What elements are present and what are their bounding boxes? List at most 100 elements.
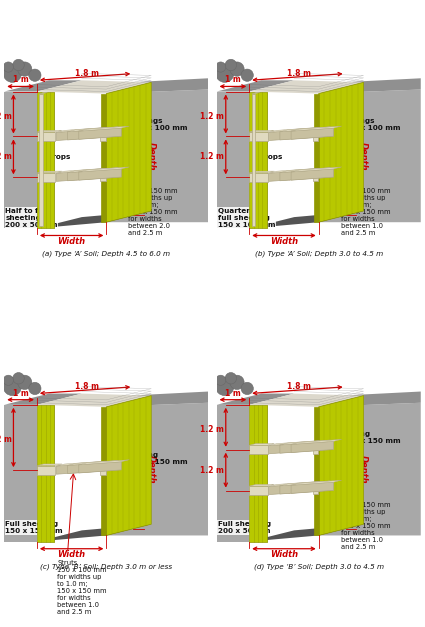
Polygon shape (4, 92, 37, 228)
Text: Waling
225 x 150 mm: Waling 225 x 150 mm (130, 451, 188, 465)
Polygon shape (217, 80, 294, 92)
Polygon shape (319, 82, 363, 222)
Text: Waling
250 x 150 mm: Waling 250 x 150 mm (343, 431, 400, 445)
Polygon shape (312, 445, 318, 454)
Circle shape (230, 375, 244, 389)
Text: (a) Type ‘A’ Soil; Depth 4.5 to 6.0 m: (a) Type ‘A’ Soil; Depth 4.5 to 6.0 m (42, 250, 170, 257)
Polygon shape (37, 211, 151, 228)
Polygon shape (217, 405, 249, 542)
Text: Width: Width (57, 237, 86, 246)
Text: 1 m: 1 m (13, 389, 28, 398)
Polygon shape (56, 461, 107, 466)
Text: Full sheeting
150 x 150 mm: Full sheeting 150 x 150 mm (5, 521, 63, 534)
Polygon shape (280, 440, 331, 445)
Polygon shape (280, 167, 331, 172)
Polygon shape (291, 480, 342, 485)
Polygon shape (249, 80, 363, 93)
Text: Depth: Depth (359, 142, 368, 170)
Text: 1.2 m: 1.2 m (200, 466, 224, 475)
Polygon shape (56, 129, 99, 140)
Circle shape (29, 382, 41, 394)
Text: 1.8 m: 1.8 m (287, 69, 312, 78)
Polygon shape (79, 169, 121, 180)
Polygon shape (68, 169, 110, 181)
Text: (c) Type ‘B’ Soil; Depth 3.0 m or less: (c) Type ‘B’ Soil; Depth 3.0 m or less (40, 564, 173, 570)
Polygon shape (249, 132, 268, 141)
Text: Width: Width (270, 551, 298, 559)
Polygon shape (37, 130, 62, 132)
Polygon shape (249, 394, 363, 407)
Polygon shape (249, 173, 268, 182)
Polygon shape (280, 483, 323, 494)
Polygon shape (269, 441, 319, 446)
Polygon shape (100, 172, 106, 181)
Polygon shape (79, 461, 121, 473)
Text: Props: Props (259, 154, 283, 160)
Polygon shape (217, 394, 294, 405)
Circle shape (215, 64, 234, 82)
Circle shape (13, 60, 24, 71)
Polygon shape (68, 127, 118, 132)
Polygon shape (68, 460, 118, 465)
Polygon shape (269, 168, 319, 173)
Polygon shape (319, 403, 421, 535)
Polygon shape (269, 170, 311, 181)
Polygon shape (252, 93, 255, 226)
Polygon shape (280, 169, 323, 181)
Polygon shape (79, 167, 129, 172)
Text: 1.2 m: 1.2 m (200, 152, 224, 161)
Text: 1.8 m: 1.8 m (75, 382, 99, 391)
Circle shape (215, 62, 226, 72)
Polygon shape (37, 405, 54, 542)
Polygon shape (106, 396, 151, 535)
Circle shape (241, 382, 253, 394)
Polygon shape (280, 442, 323, 453)
Polygon shape (312, 172, 318, 181)
Polygon shape (314, 407, 319, 535)
Polygon shape (249, 524, 363, 542)
Polygon shape (291, 441, 334, 453)
Polygon shape (280, 129, 323, 140)
Text: Walings
150 x 100 mm: Walings 150 x 100 mm (343, 118, 400, 131)
Polygon shape (249, 171, 275, 173)
Polygon shape (37, 132, 55, 141)
Polygon shape (269, 127, 319, 132)
Polygon shape (249, 486, 268, 495)
Polygon shape (40, 93, 43, 226)
Polygon shape (269, 482, 319, 487)
Polygon shape (217, 92, 249, 228)
Text: (b) Type ‘A’ Soil; Depth 3.0 to 4.5 m: (b) Type ‘A’ Soil; Depth 3.0 to 4.5 m (255, 250, 383, 257)
Circle shape (241, 69, 253, 82)
Polygon shape (291, 482, 334, 493)
Polygon shape (291, 169, 334, 180)
Polygon shape (56, 463, 99, 474)
Polygon shape (312, 132, 318, 141)
Text: Struts
150 x 100 mm
for widths up
to 1.0 m;
150 x 150 mm
for widths
between 1.0
: Struts 150 x 100 mm for widths up to 1.0… (340, 181, 390, 236)
Polygon shape (37, 173, 55, 182)
Polygon shape (101, 93, 106, 222)
Polygon shape (269, 129, 311, 140)
Polygon shape (37, 466, 55, 475)
Polygon shape (319, 90, 421, 222)
Polygon shape (249, 405, 266, 542)
Polygon shape (100, 466, 106, 475)
Text: Struts
150 x 150 mm
for widths up
to 2.0 m;
200 x 150 mm
for widths
between 2.0
: Struts 150 x 150 mm for widths up to 2.0… (128, 181, 178, 236)
Text: Depth: Depth (147, 142, 156, 170)
Polygon shape (106, 82, 151, 222)
Polygon shape (68, 167, 118, 172)
Polygon shape (68, 129, 110, 140)
Polygon shape (4, 80, 82, 92)
Circle shape (3, 377, 22, 396)
Polygon shape (79, 460, 129, 465)
Circle shape (3, 375, 14, 386)
Text: Quarter to
full sheeting
150 x 100 mm: Quarter to full sheeting 150 x 100 mm (218, 208, 275, 228)
Polygon shape (37, 92, 54, 228)
Polygon shape (40, 92, 48, 93)
Text: 1.2 m: 1.2 m (0, 112, 11, 120)
Circle shape (215, 377, 234, 396)
Polygon shape (56, 170, 99, 181)
Polygon shape (37, 464, 62, 466)
Polygon shape (68, 462, 110, 473)
Polygon shape (79, 128, 121, 139)
Text: 1.2 m: 1.2 m (200, 112, 224, 120)
